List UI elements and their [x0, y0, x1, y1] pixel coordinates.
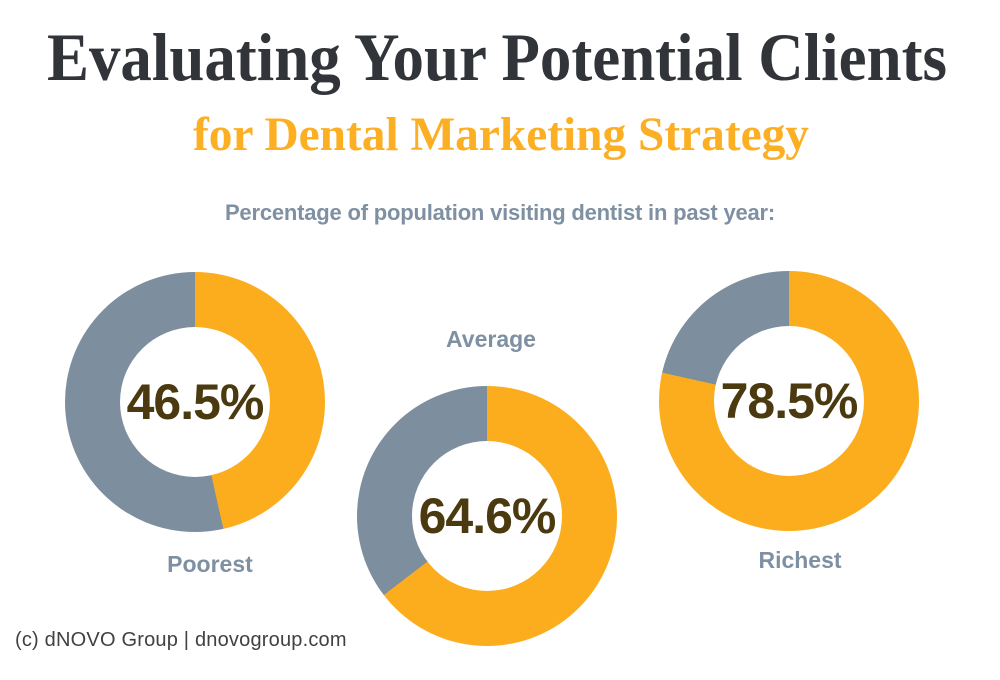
donut-chart-average: 64.6%: [357, 386, 617, 646]
donut-label-richest: Richest: [758, 547, 842, 573]
donut-chart-poorest: 46.5%: [65, 272, 325, 532]
donut-hole: [412, 441, 562, 591]
page-subtitle: for Dental Marketing Strategy: [193, 108, 809, 161]
donut-value-poorest: 46.5%: [126, 374, 265, 430]
copyright-credit: (c) dNOVO Group | dnovogroup.com: [15, 629, 347, 651]
donut-hole: [120, 327, 270, 477]
heading-block: Evaluating Your Potential Clients for De…: [47, 19, 947, 161]
donut-chart-richest: 78.5%: [659, 271, 919, 531]
chart-caption: Percentage of population visiting dentis…: [224, 200, 776, 225]
donut-label-average: Average: [446, 326, 536, 352]
page-title: Evaluating Your Potential Clients: [47, 19, 947, 95]
donut-hole: [714, 326, 864, 476]
donut-value-average: 64.6%: [418, 488, 557, 544]
donut-label-poorest: Poorest: [167, 551, 253, 577]
donut-value-richest: 78.5%: [720, 373, 859, 429]
